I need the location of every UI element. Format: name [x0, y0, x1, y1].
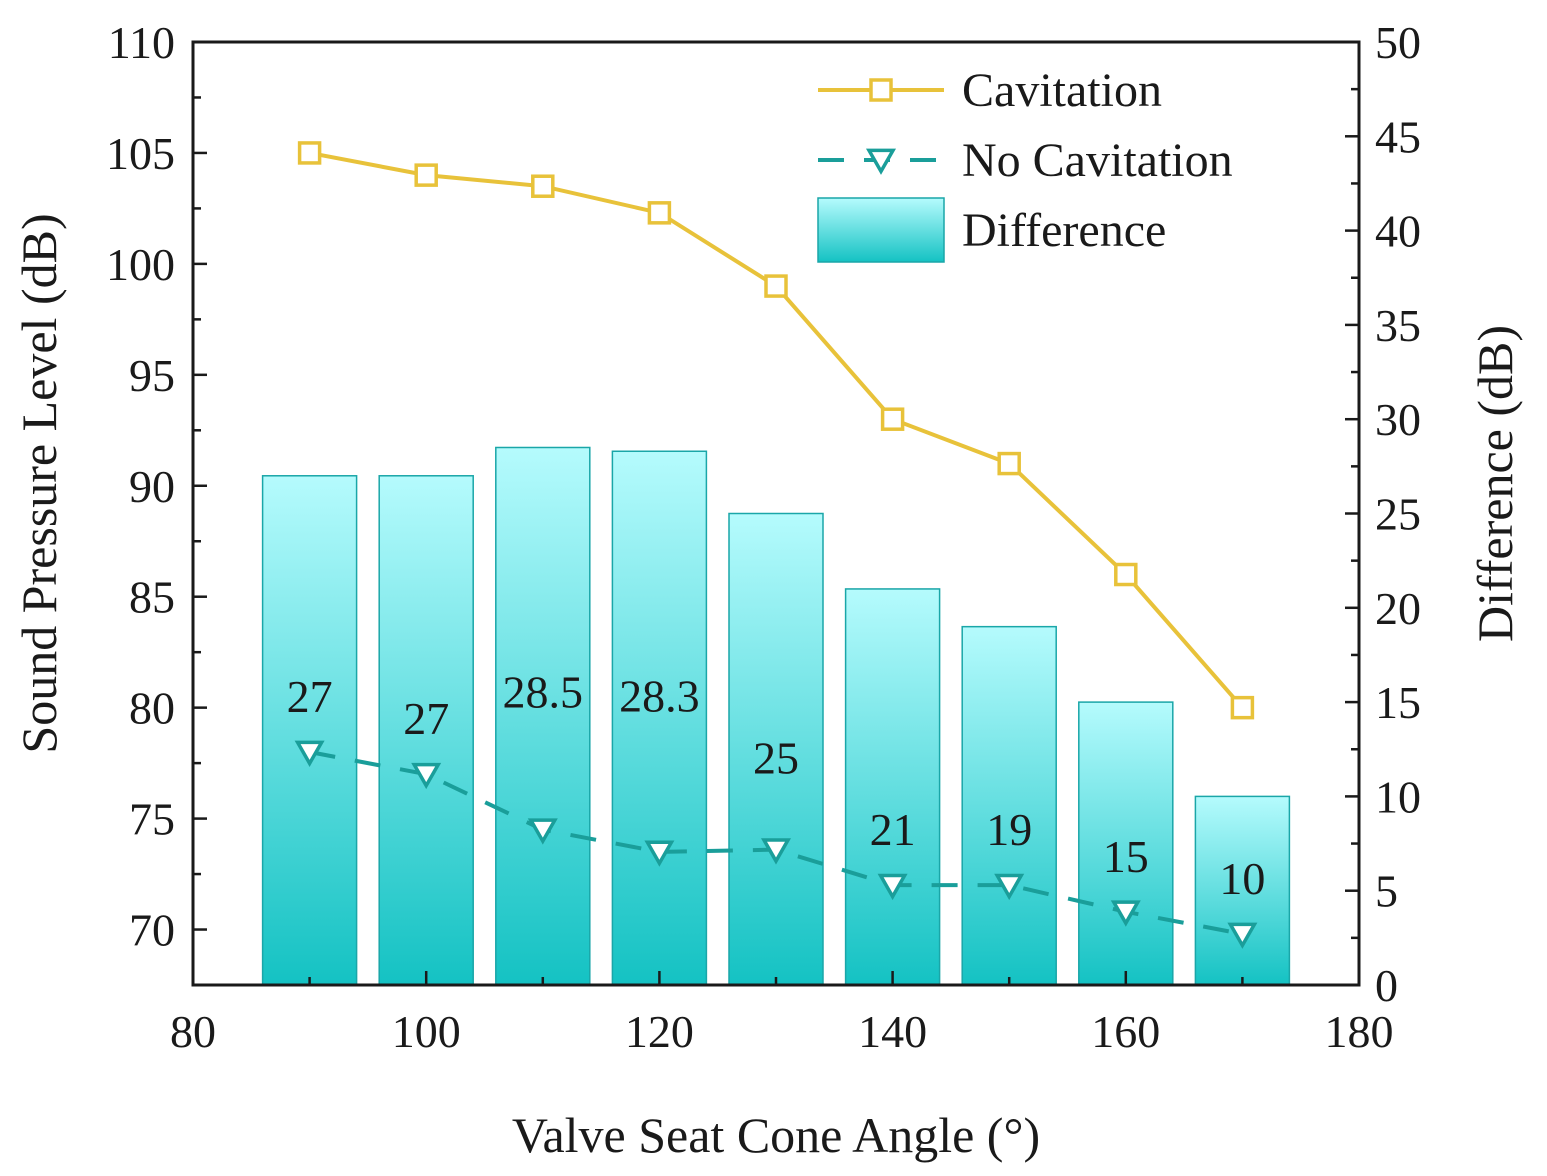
no-cavitation-marker — [994, 873, 1025, 901]
legend-label-difference: Difference — [962, 204, 1166, 257]
x-tick-label: 140 — [858, 1006, 927, 1057]
no-cavitation-marker — [294, 740, 325, 767]
no-cavitation-marker — [1110, 900, 1141, 927]
no-cavitation-marker — [411, 762, 442, 790]
line-series — [294, 141, 1258, 949]
difference-bar — [495, 446, 591, 986]
cavitation-marker — [414, 163, 438, 187]
y-right-tick-label: 40 — [1375, 206, 1421, 257]
axes: 80 100 120 140 160 18070758085909510010511005… — [106, 17, 1421, 1057]
legend-cavitation-marker — [869, 78, 893, 102]
difference-bar-labels: 27 27 28.5 28.3 25 21 19 15 10 — [287, 666, 1266, 903]
y-right-tick-label: 35 — [1375, 300, 1421, 351]
cavitation-marker — [1230, 695, 1255, 720]
cavitation-marker — [647, 201, 672, 225]
x-axis-title: Valve Seat Cone Angle (°) — [512, 1107, 1040, 1163]
y-left-tick-label: 95 — [129, 350, 175, 401]
difference-bar-label: 10 — [1219, 853, 1265, 904]
y-right-axis-title: Difference (dB) — [1467, 325, 1523, 642]
difference-bar — [728, 512, 824, 986]
y-left-tick-label: 100 — [106, 239, 175, 290]
difference-bar-label: 15 — [1103, 831, 1149, 882]
difference-bar-label: 25 — [753, 733, 799, 784]
no-cavitation-marker — [1227, 922, 1258, 949]
difference-bar-label: 19 — [986, 804, 1032, 855]
cavitation-marker — [880, 407, 905, 431]
x-tick-label: 180 — [1325, 1006, 1394, 1057]
y-right-tick-label: 5 — [1375, 866, 1398, 917]
difference-bar — [261, 475, 358, 986]
y-left-tick-label: 70 — [129, 905, 175, 956]
no-cavitation-marker — [877, 873, 908, 901]
y-right-tick-label: 0 — [1375, 960, 1398, 1011]
y-right-tick-label: 30 — [1375, 394, 1421, 445]
x-tick-label: 120 — [625, 1006, 694, 1057]
cavitation-marker — [297, 141, 322, 165]
x-tick-label: 80 — [170, 1006, 216, 1057]
y-right-tick-label: 50 — [1375, 17, 1421, 68]
difference-bar — [378, 475, 474, 986]
difference-bar — [1078, 701, 1174, 986]
y-left-tick-label: 105 — [106, 128, 175, 179]
cavitation-marker — [531, 174, 555, 198]
y-left-axis-title: Sound Pressure Level (dB) — [11, 213, 67, 753]
x-tick-label: 160 — [1091, 1006, 1160, 1057]
y-right-tick-label: 20 — [1375, 583, 1421, 634]
y-right-tick-label: 10 — [1375, 771, 1421, 822]
y-right-tick-label: 15 — [1375, 677, 1421, 728]
difference-bar-label: 27 — [403, 693, 449, 744]
y-right-tick-label: 25 — [1375, 489, 1421, 540]
legend-label-no-cavitation: No Cavitation — [962, 134, 1233, 187]
cavitation-marker — [764, 274, 788, 298]
cavitation-marker — [1114, 562, 1138, 587]
difference-bars — [261, 446, 1291, 986]
difference-bar-label: 21 — [870, 804, 916, 855]
difference-bar-label: 28.5 — [503, 666, 584, 717]
y-left-tick-label: 90 — [129, 461, 175, 512]
y-left-tick-label: 110 — [108, 17, 175, 68]
legend-no-cavitation-marker — [865, 148, 897, 175]
difference-bar-label: 27 — [287, 671, 333, 722]
y-left-tick-label: 75 — [129, 794, 175, 845]
legend-label-cavitation: Cavitation — [962, 64, 1162, 117]
no-cavitation-marker — [760, 838, 792, 865]
y-left-tick-label: 85 — [129, 572, 175, 623]
cavitation-marker — [997, 451, 1021, 476]
y-left-tick-label: 80 — [129, 683, 175, 734]
x-tick-label: 100 — [392, 1006, 461, 1057]
difference-bar — [844, 588, 941, 986]
no-cavitation-marker — [527, 818, 558, 845]
difference-bar-label: 28.3 — [619, 670, 700, 721]
legend-difference-swatch — [817, 197, 945, 263]
difference-bar — [611, 450, 708, 986]
y-right-tick-label: 45 — [1375, 111, 1421, 162]
legend: Cavitation No Cavitation Difference — [817, 64, 1233, 263]
no-cavitation-marker — [644, 840, 675, 867]
